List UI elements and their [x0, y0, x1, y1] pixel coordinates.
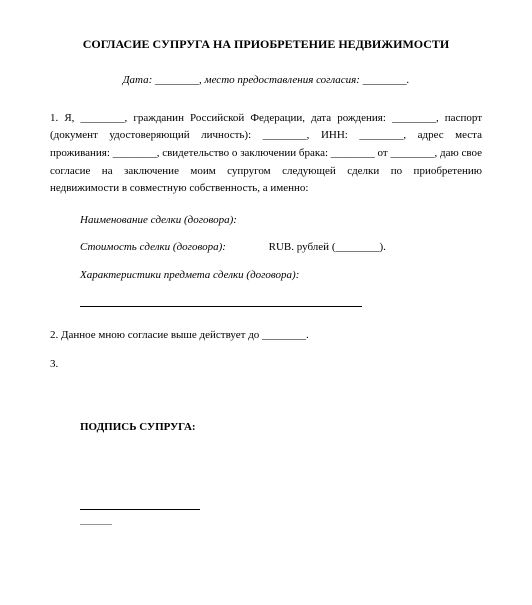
signature-line: [80, 496, 200, 510]
section-3: 3.: [50, 356, 482, 374]
cost-line: Стоимость сделки (договора): RUB. рублей…: [80, 239, 482, 257]
section-2: 2. Данное мною согласие выше действует д…: [50, 327, 482, 345]
characteristics-label: Характеристики предмета сделки (договора…: [80, 267, 482, 285]
deal-name-label: Наименование сделки (договора):: [80, 212, 482, 230]
date-place-line: Дата: ________, место предоставления сог…: [50, 72, 482, 90]
cost-label: Стоимость сделки (договора):: [80, 241, 226, 253]
characteristics-blank: [80, 293, 362, 307]
document-title: СОГЛАСИЕ СУПРУГА НА ПРИОБРЕТЕНИЕ НЕДВИЖИ…: [50, 35, 482, 54]
cost-value: RUB. рублей (________).: [269, 241, 386, 253]
signature-caption: ________: [80, 516, 482, 529]
signature-title: ПОДПИСЬ СУПРУГА:: [80, 419, 482, 437]
paragraph-1: 1. Я, ________, гражданин Российской Фед…: [50, 110, 482, 198]
